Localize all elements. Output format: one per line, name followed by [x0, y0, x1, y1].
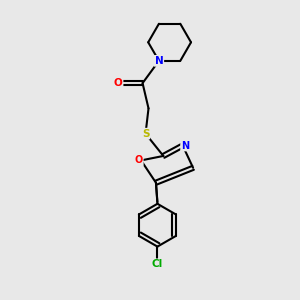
Text: N: N — [181, 140, 189, 151]
Text: N: N — [154, 56, 163, 66]
Text: O: O — [114, 78, 123, 88]
Text: S: S — [142, 129, 149, 139]
Text: Cl: Cl — [152, 260, 163, 269]
Text: O: O — [135, 155, 143, 165]
